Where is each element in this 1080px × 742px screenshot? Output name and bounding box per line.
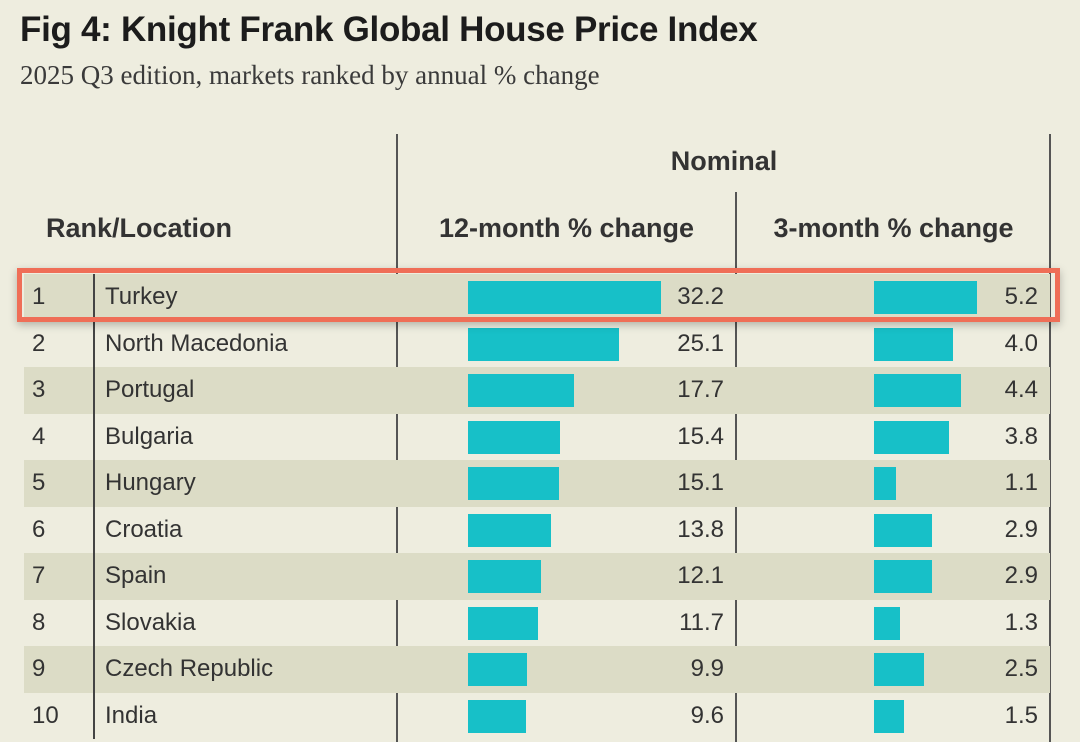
bar-3-month bbox=[874, 560, 932, 593]
bar-3-month bbox=[874, 699, 904, 733]
rank-divider bbox=[93, 460, 95, 507]
rank-cell: 9 bbox=[32, 655, 46, 682]
location-cell: North Macedonia bbox=[105, 329, 288, 357]
rank-cell: 7 bbox=[32, 562, 46, 589]
table-row: 5 Hungary 15.1 1.1 bbox=[24, 460, 1050, 507]
value-12-month: 9.9 bbox=[690, 655, 724, 682]
rank-cell: 4 bbox=[32, 422, 46, 450]
chart-subtitle: 2025 Q3 edition, markets ranked by annua… bbox=[20, 60, 600, 90]
value-12-month: 15.1 bbox=[677, 469, 724, 496]
rank-cell: 3 bbox=[32, 376, 46, 403]
rank-divider bbox=[93, 599, 95, 646]
rank-cell: 8 bbox=[32, 608, 46, 636]
bar-12-month bbox=[468, 653, 528, 686]
value-12-month: 11.7 bbox=[679, 608, 724, 636]
bar-3-month bbox=[874, 513, 932, 547]
header-3-month-change: 3-month % change bbox=[773, 213, 1014, 243]
rank-divider bbox=[93, 274, 95, 321]
bar-12-month bbox=[468, 467, 559, 500]
bar-3-month bbox=[874, 327, 954, 361]
value-12-month: 12.1 bbox=[677, 562, 724, 589]
value-3-month: 3.8 bbox=[1004, 422, 1038, 450]
table-row: 7 Spain 12.1 2.9 bbox=[24, 553, 1050, 600]
bar-3-month bbox=[874, 374, 962, 407]
header-rank-location: Rank/Location bbox=[46, 213, 233, 243]
location-cell: Hungary bbox=[105, 469, 196, 496]
rank-cell: 10 bbox=[32, 701, 59, 729]
location-cell: Slovakia bbox=[105, 608, 196, 636]
value-3-month: 1.5 bbox=[1004, 701, 1038, 729]
bar-12-month bbox=[468, 327, 619, 361]
value-3-month: 2.5 bbox=[1004, 655, 1038, 682]
location-cell: Croatia bbox=[105, 515, 183, 543]
divider-right-edge bbox=[1049, 134, 1051, 742]
rank-cell: 5 bbox=[32, 469, 46, 496]
bar-12-month bbox=[468, 606, 539, 640]
rank-divider bbox=[93, 367, 95, 414]
bar-12-month bbox=[468, 560, 541, 593]
bar-3-month bbox=[874, 281, 978, 314]
header-nominal: Nominal bbox=[670, 146, 778, 176]
rank-divider bbox=[93, 320, 95, 367]
value-3-month: 2.9 bbox=[1004, 562, 1038, 589]
value-3-month: 1.3 bbox=[1004, 608, 1038, 636]
bar-12-month bbox=[468, 699, 526, 733]
table-row: 1 Turkey 32.2 5.2 bbox=[24, 274, 1050, 321]
rank-divider bbox=[93, 553, 95, 600]
bar-3-month bbox=[874, 606, 900, 640]
location-cell: India bbox=[105, 701, 158, 729]
rank-divider bbox=[93, 506, 95, 553]
value-12-month: 9.6 bbox=[690, 701, 724, 729]
table-row: 2 North Macedonia 25.1 4.0 bbox=[24, 320, 1050, 367]
value-12-month: 13.8 bbox=[677, 515, 724, 543]
value-3-month: 1.1 bbox=[1004, 469, 1038, 496]
value-3-month: 4.4 bbox=[1004, 376, 1038, 403]
value-12-month: 25.1 bbox=[677, 329, 724, 357]
table-row: 4 Bulgaria 15.4 3.8 bbox=[24, 413, 1050, 460]
divider-location-nominal bbox=[396, 134, 398, 742]
rank-divider bbox=[93, 692, 95, 739]
table-row: 3 Portugal 17.7 4.4 bbox=[24, 367, 1050, 414]
table-body: 1 Turkey 32.2 5.2 2 North Macedonia 25.1 4.0 3 Po… bbox=[24, 274, 1050, 739]
rank-divider bbox=[93, 646, 95, 693]
rank-cell: 1 bbox=[32, 283, 46, 310]
chart-title: Fig 4: Knight Frank Global House Price I… bbox=[20, 10, 758, 49]
rank-cell: 6 bbox=[32, 515, 46, 543]
bar-3-month bbox=[874, 467, 896, 500]
location-cell: Turkey bbox=[105, 283, 178, 310]
location-cell: Spain bbox=[105, 562, 167, 589]
table-row: 8 Slovakia 11.7 1.3 bbox=[24, 599, 1050, 646]
bar-12-month bbox=[468, 513, 551, 547]
value-3-month: 2.9 bbox=[1004, 515, 1038, 543]
bar-12-month bbox=[468, 420, 561, 454]
bar-12-month bbox=[468, 374, 575, 407]
table-row: 6 Croatia 13.8 2.9 bbox=[24, 506, 1050, 553]
table-row: 9 Czech Republic 9.9 2.5 bbox=[24, 646, 1050, 693]
table-row: 10 India 9.6 1.5 bbox=[24, 692, 1050, 739]
location-cell: Czech Republic bbox=[105, 655, 274, 682]
location-cell: Portugal bbox=[105, 376, 195, 403]
rank-divider bbox=[93, 413, 95, 460]
value-3-month: 5.2 bbox=[1004, 283, 1038, 310]
header-12-month-change: 12-month % change bbox=[438, 213, 695, 243]
bar-3-month bbox=[874, 653, 924, 686]
value-12-month: 17.7 bbox=[677, 376, 724, 403]
bar-3-month bbox=[874, 420, 950, 454]
value-3-month: 4.0 bbox=[1004, 329, 1038, 357]
bar-12-month bbox=[468, 281, 662, 314]
value-12-month: 15.4 bbox=[677, 422, 724, 450]
location-cell: Bulgaria bbox=[105, 422, 194, 450]
value-12-month: 32.2 bbox=[677, 283, 724, 310]
rank-cell: 2 bbox=[32, 329, 46, 357]
